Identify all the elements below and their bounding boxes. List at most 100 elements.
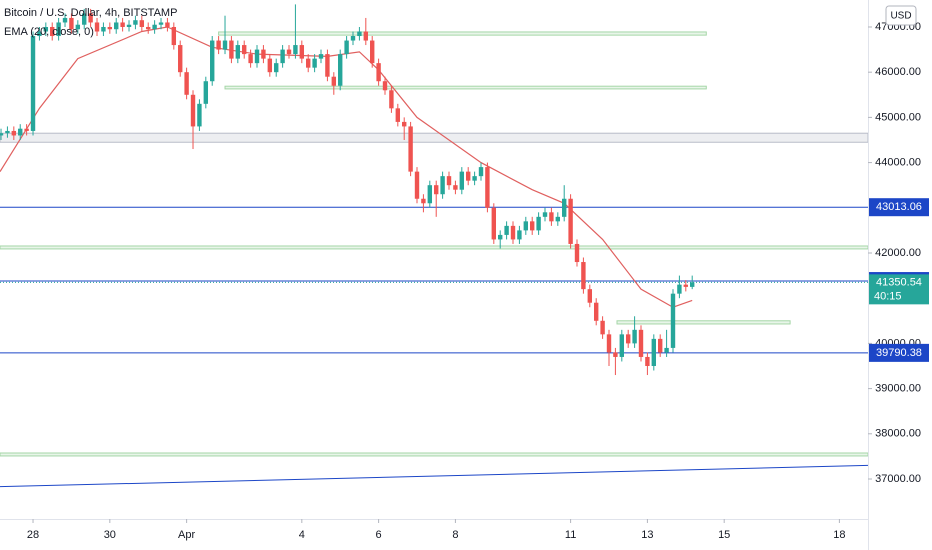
candle-body	[670, 293, 676, 348]
candle-body	[30, 36, 36, 131]
candle-body	[197, 103, 202, 127]
candle-body	[37, 31, 42, 37]
candle-body	[414, 171, 420, 199]
candle-body	[126, 24, 132, 27]
candle-body	[158, 22, 164, 25]
y-tick-label: 45000.00	[875, 111, 921, 123]
x-tick-label: 8	[452, 529, 458, 541]
candle-body	[613, 352, 618, 357]
zone	[0, 452, 869, 457]
candle-body	[178, 45, 183, 73]
indicator-label: EMA (20, close, 0)	[4, 26, 94, 38]
candle-body	[184, 72, 189, 95]
candle-body	[363, 31, 369, 41]
candle-body	[88, 13, 93, 23]
candle-body	[453, 185, 458, 190]
y-tick-label: 39000.00	[875, 383, 921, 395]
candle-body	[82, 13, 87, 25]
candle-body	[504, 225, 509, 235]
candle-body	[75, 24, 81, 30]
chart-title: Bitcoin / U.S. Dollar, 4h, BITSTAMP	[4, 7, 177, 19]
candle-body	[242, 45, 247, 55]
currency-button[interactable]	[885, 5, 917, 26]
candle-body	[312, 58, 317, 68]
candle-body	[165, 22, 170, 27]
candle-body	[171, 26, 177, 46]
candle-body	[689, 282, 695, 287]
y-tick-label: 37000.00	[875, 473, 921, 485]
candle-body	[62, 17, 68, 23]
x-tick-label: 13	[641, 529, 653, 541]
candle-body	[318, 54, 324, 59]
zone	[616, 320, 791, 325]
candle-body	[107, 26, 113, 30]
x-tick-label: 30	[104, 529, 116, 541]
y-tick-label: 46000.00	[875, 66, 921, 78]
candle-body	[267, 58, 273, 73]
axes: 37000.0038000.0039000.0040000.0042000.00…	[27, 21, 929, 541]
candle-body	[408, 126, 413, 172]
zone	[0, 245, 869, 250]
candle-body	[248, 54, 253, 64]
candle-body	[229, 40, 234, 59]
candle-body	[299, 45, 305, 59]
candle-body	[568, 198, 573, 244]
candle-body	[286, 49, 292, 55]
candle-body	[331, 76, 337, 86]
trend-line	[0, 464, 869, 488]
candle-body	[510, 225, 516, 240]
candle-body	[120, 22, 125, 27]
currency-label[interactable]: USD	[890, 11, 911, 22]
candle-body	[472, 176, 477, 181]
candle-body	[542, 212, 548, 217]
candle-body	[306, 58, 311, 68]
zone	[0, 132, 869, 143]
candle-body	[274, 63, 279, 73]
candle-body	[146, 26, 151, 30]
candle-body	[11, 130, 17, 136]
candle-body	[190, 94, 196, 127]
candle-body	[632, 329, 637, 344]
candle-body	[421, 198, 426, 204]
candle-body	[139, 20, 145, 27]
price-box-label: 43013.06	[876, 201, 922, 213]
candle-body	[222, 40, 228, 50]
x-tick-label: 15	[718, 529, 730, 541]
x-tick-label: 4	[299, 529, 305, 541]
candle-body	[5, 130, 10, 134]
candle-body	[638, 329, 644, 357]
candle-body	[626, 334, 631, 344]
candle-body	[24, 128, 29, 131]
candle-body	[133, 20, 138, 25]
candle-body	[664, 347, 669, 353]
candle-body	[491, 207, 497, 240]
candle-body	[395, 108, 401, 122]
candle-body	[600, 320, 605, 335]
candle-body	[427, 185, 433, 204]
candle-body	[549, 212, 554, 222]
x-tick-label: Apr	[178, 529, 195, 541]
candle-body	[485, 167, 490, 208]
candle-body	[203, 81, 209, 104]
candle-body	[677, 284, 682, 294]
candle-body	[594, 302, 599, 321]
candle-body	[254, 49, 260, 64]
zone	[224, 85, 707, 90]
x-tick-label: 18	[833, 529, 845, 541]
last-price-label: 41350.54	[876, 276, 922, 288]
y-tick-label: 38000.00	[875, 428, 921, 440]
candle-body	[530, 221, 535, 231]
candle-body	[101, 26, 106, 32]
candle-body	[446, 176, 452, 186]
candle-body	[402, 121, 407, 127]
candle-body	[216, 40, 221, 50]
candle-body	[325, 54, 330, 77]
ema-line	[0, 26, 693, 308]
candle-body	[523, 221, 529, 231]
candle-body	[18, 128, 23, 136]
candle-body	[0, 133, 4, 136]
candle-body	[210, 40, 215, 82]
candle-body	[517, 230, 522, 240]
